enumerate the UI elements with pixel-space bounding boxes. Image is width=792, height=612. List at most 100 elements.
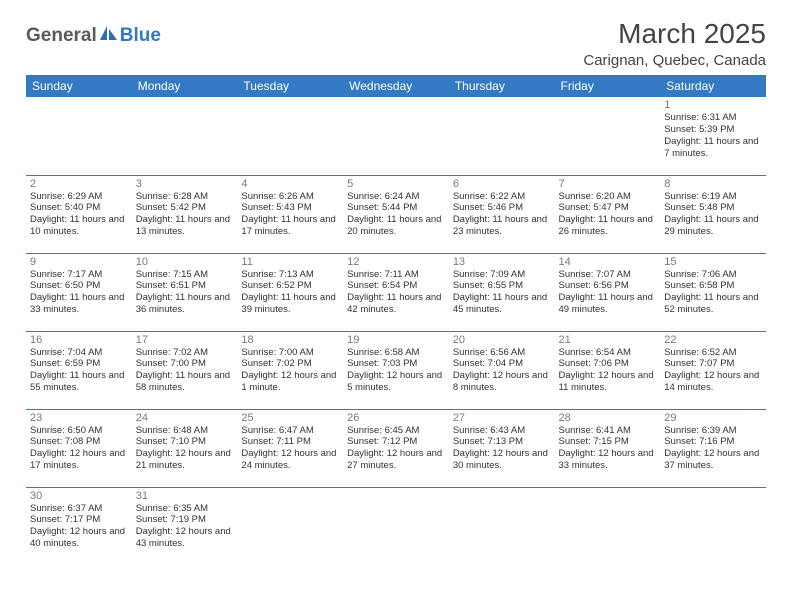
- sunset-text: Sunset: 7:16 PM: [664, 436, 762, 448]
- daylight-text: Daylight: 12 hours and 5 minutes.: [347, 370, 445, 394]
- sunrise-text: Sunrise: 6:20 AM: [559, 191, 657, 203]
- sunset-text: Sunset: 7:11 PM: [241, 436, 339, 448]
- calendar-cell: 5Sunrise: 6:24 AMSunset: 5:44 PMDaylight…: [343, 175, 449, 253]
- header: General Blue March 2025 Carignan, Quebec…: [26, 18, 766, 69]
- calendar-row: 23Sunrise: 6:50 AMSunset: 7:08 PMDayligh…: [26, 409, 766, 487]
- daylight-text: Daylight: 11 hours and 10 minutes.: [30, 214, 128, 238]
- daylight-text: Daylight: 11 hours and 23 minutes.: [453, 214, 551, 238]
- sunrise-text: Sunrise: 6:52 AM: [664, 347, 762, 359]
- sunset-text: Sunset: 5:39 PM: [664, 124, 762, 136]
- calendar-row: 30Sunrise: 6:37 AMSunset: 7:17 PMDayligh…: [26, 487, 766, 565]
- sunset-text: Sunset: 7:06 PM: [559, 358, 657, 370]
- sunrise-text: Sunrise: 7:02 AM: [136, 347, 234, 359]
- header-row: Sunday Monday Tuesday Wednesday Thursday…: [26, 75, 766, 97]
- day-number: 16: [30, 334, 128, 346]
- daylight-text: Daylight: 12 hours and 21 minutes.: [136, 448, 234, 472]
- sunrise-text: Sunrise: 7:07 AM: [559, 269, 657, 281]
- daylight-text: Daylight: 12 hours and 14 minutes.: [664, 370, 762, 394]
- daylight-text: Daylight: 11 hours and 58 minutes.: [136, 370, 234, 394]
- daylight-text: Daylight: 11 hours and 33 minutes.: [30, 292, 128, 316]
- col-monday: Monday: [132, 75, 238, 97]
- col-thursday: Thursday: [449, 75, 555, 97]
- sunrise-text: Sunrise: 7:09 AM: [453, 269, 551, 281]
- day-info: Sunrise: 6:35 AMSunset: 7:19 PMDaylight:…: [136, 503, 234, 551]
- sunset-text: Sunset: 6:50 PM: [30, 280, 128, 292]
- sunset-text: Sunset: 7:17 PM: [30, 514, 128, 526]
- day-info: Sunrise: 6:31 AMSunset: 5:39 PMDaylight:…: [664, 112, 762, 160]
- day-info: Sunrise: 7:17 AMSunset: 6:50 PMDaylight:…: [30, 269, 128, 317]
- day-number: 20: [453, 334, 551, 346]
- day-info: Sunrise: 6:26 AMSunset: 5:43 PMDaylight:…: [241, 191, 339, 239]
- calendar-cell: [555, 97, 661, 175]
- sunset-text: Sunset: 7:04 PM: [453, 358, 551, 370]
- calendar-cell: [449, 487, 555, 565]
- logo: General Blue: [26, 24, 161, 47]
- sunrise-text: Sunrise: 6:37 AM: [30, 503, 128, 515]
- calendar-cell: 18Sunrise: 7:00 AMSunset: 7:02 PMDayligh…: [237, 331, 343, 409]
- sunrise-text: Sunrise: 6:56 AM: [453, 347, 551, 359]
- day-number: 14: [559, 256, 657, 268]
- day-info: Sunrise: 6:43 AMSunset: 7:13 PMDaylight:…: [453, 425, 551, 473]
- calendar-cell: 28Sunrise: 6:41 AMSunset: 7:15 PMDayligh…: [555, 409, 661, 487]
- day-info: Sunrise: 7:02 AMSunset: 7:00 PMDaylight:…: [136, 347, 234, 395]
- calendar-cell: 26Sunrise: 6:45 AMSunset: 7:12 PMDayligh…: [343, 409, 449, 487]
- day-number: 7: [559, 178, 657, 190]
- day-info: Sunrise: 7:04 AMSunset: 6:59 PMDaylight:…: [30, 347, 128, 395]
- calendar-cell: 31Sunrise: 6:35 AMSunset: 7:19 PMDayligh…: [132, 487, 238, 565]
- calendar-cell: [660, 487, 766, 565]
- daylight-text: Daylight: 11 hours and 26 minutes.: [559, 214, 657, 238]
- daylight-text: Daylight: 12 hours and 30 minutes.: [453, 448, 551, 472]
- calendar-cell: 23Sunrise: 6:50 AMSunset: 7:08 PMDayligh…: [26, 409, 132, 487]
- day-number: 1: [664, 99, 762, 111]
- sunset-text: Sunset: 6:55 PM: [453, 280, 551, 292]
- day-number: 10: [136, 256, 234, 268]
- day-info: Sunrise: 7:11 AMSunset: 6:54 PMDaylight:…: [347, 269, 445, 317]
- day-info: Sunrise: 6:28 AMSunset: 5:42 PMDaylight:…: [136, 191, 234, 239]
- sail-icon: [99, 24, 119, 47]
- sunrise-text: Sunrise: 6:54 AM: [559, 347, 657, 359]
- sunset-text: Sunset: 5:40 PM: [30, 202, 128, 214]
- calendar-cell: 16Sunrise: 7:04 AMSunset: 6:59 PMDayligh…: [26, 331, 132, 409]
- day-info: Sunrise: 7:09 AMSunset: 6:55 PMDaylight:…: [453, 269, 551, 317]
- day-number: 30: [30, 490, 128, 502]
- calendar-cell: 1Sunrise: 6:31 AMSunset: 5:39 PMDaylight…: [660, 97, 766, 175]
- calendar-cell: [343, 97, 449, 175]
- day-info: Sunrise: 6:20 AMSunset: 5:47 PMDaylight:…: [559, 191, 657, 239]
- daylight-text: Daylight: 11 hours and 20 minutes.: [347, 214, 445, 238]
- daylight-text: Daylight: 12 hours and 11 minutes.: [559, 370, 657, 394]
- day-number: 2: [30, 178, 128, 190]
- calendar-cell: 7Sunrise: 6:20 AMSunset: 5:47 PMDaylight…: [555, 175, 661, 253]
- sunset-text: Sunset: 6:58 PM: [664, 280, 762, 292]
- calendar-cell: 3Sunrise: 6:28 AMSunset: 5:42 PMDaylight…: [132, 175, 238, 253]
- day-number: 22: [664, 334, 762, 346]
- calendar-cell: 22Sunrise: 6:52 AMSunset: 7:07 PMDayligh…: [660, 331, 766, 409]
- calendar-cell: 24Sunrise: 6:48 AMSunset: 7:10 PMDayligh…: [132, 409, 238, 487]
- sunrise-text: Sunrise: 6:50 AM: [30, 425, 128, 437]
- sunset-text: Sunset: 5:43 PM: [241, 202, 339, 214]
- sunrise-text: Sunrise: 6:31 AM: [664, 112, 762, 124]
- calendar-cell: 11Sunrise: 7:13 AMSunset: 6:52 PMDayligh…: [237, 253, 343, 331]
- sunrise-text: Sunrise: 7:00 AM: [241, 347, 339, 359]
- sunset-text: Sunset: 7:13 PM: [453, 436, 551, 448]
- sunset-text: Sunset: 5:42 PM: [136, 202, 234, 214]
- day-info: Sunrise: 6:54 AMSunset: 7:06 PMDaylight:…: [559, 347, 657, 395]
- logo-text-general: General: [26, 25, 97, 47]
- daylight-text: Daylight: 12 hours and 27 minutes.: [347, 448, 445, 472]
- sunrise-text: Sunrise: 7:04 AM: [30, 347, 128, 359]
- daylight-text: Daylight: 12 hours and 24 minutes.: [241, 448, 339, 472]
- daylight-text: Daylight: 11 hours and 36 minutes.: [136, 292, 234, 316]
- sunset-text: Sunset: 7:19 PM: [136, 514, 234, 526]
- sunset-text: Sunset: 6:56 PM: [559, 280, 657, 292]
- daylight-text: Daylight: 12 hours and 8 minutes.: [453, 370, 551, 394]
- sunrise-text: Sunrise: 7:06 AM: [664, 269, 762, 281]
- day-number: 31: [136, 490, 234, 502]
- day-info: Sunrise: 7:15 AMSunset: 6:51 PMDaylight:…: [136, 269, 234, 317]
- calendar-cell: 25Sunrise: 6:47 AMSunset: 7:11 PMDayligh…: [237, 409, 343, 487]
- daylight-text: Daylight: 12 hours and 1 minute.: [241, 370, 339, 394]
- calendar-row: 2Sunrise: 6:29 AMSunset: 5:40 PMDaylight…: [26, 175, 766, 253]
- day-info: Sunrise: 6:45 AMSunset: 7:12 PMDaylight:…: [347, 425, 445, 473]
- day-info: Sunrise: 6:29 AMSunset: 5:40 PMDaylight:…: [30, 191, 128, 239]
- sunset-text: Sunset: 7:10 PM: [136, 436, 234, 448]
- day-info: Sunrise: 7:06 AMSunset: 6:58 PMDaylight:…: [664, 269, 762, 317]
- day-number: 5: [347, 178, 445, 190]
